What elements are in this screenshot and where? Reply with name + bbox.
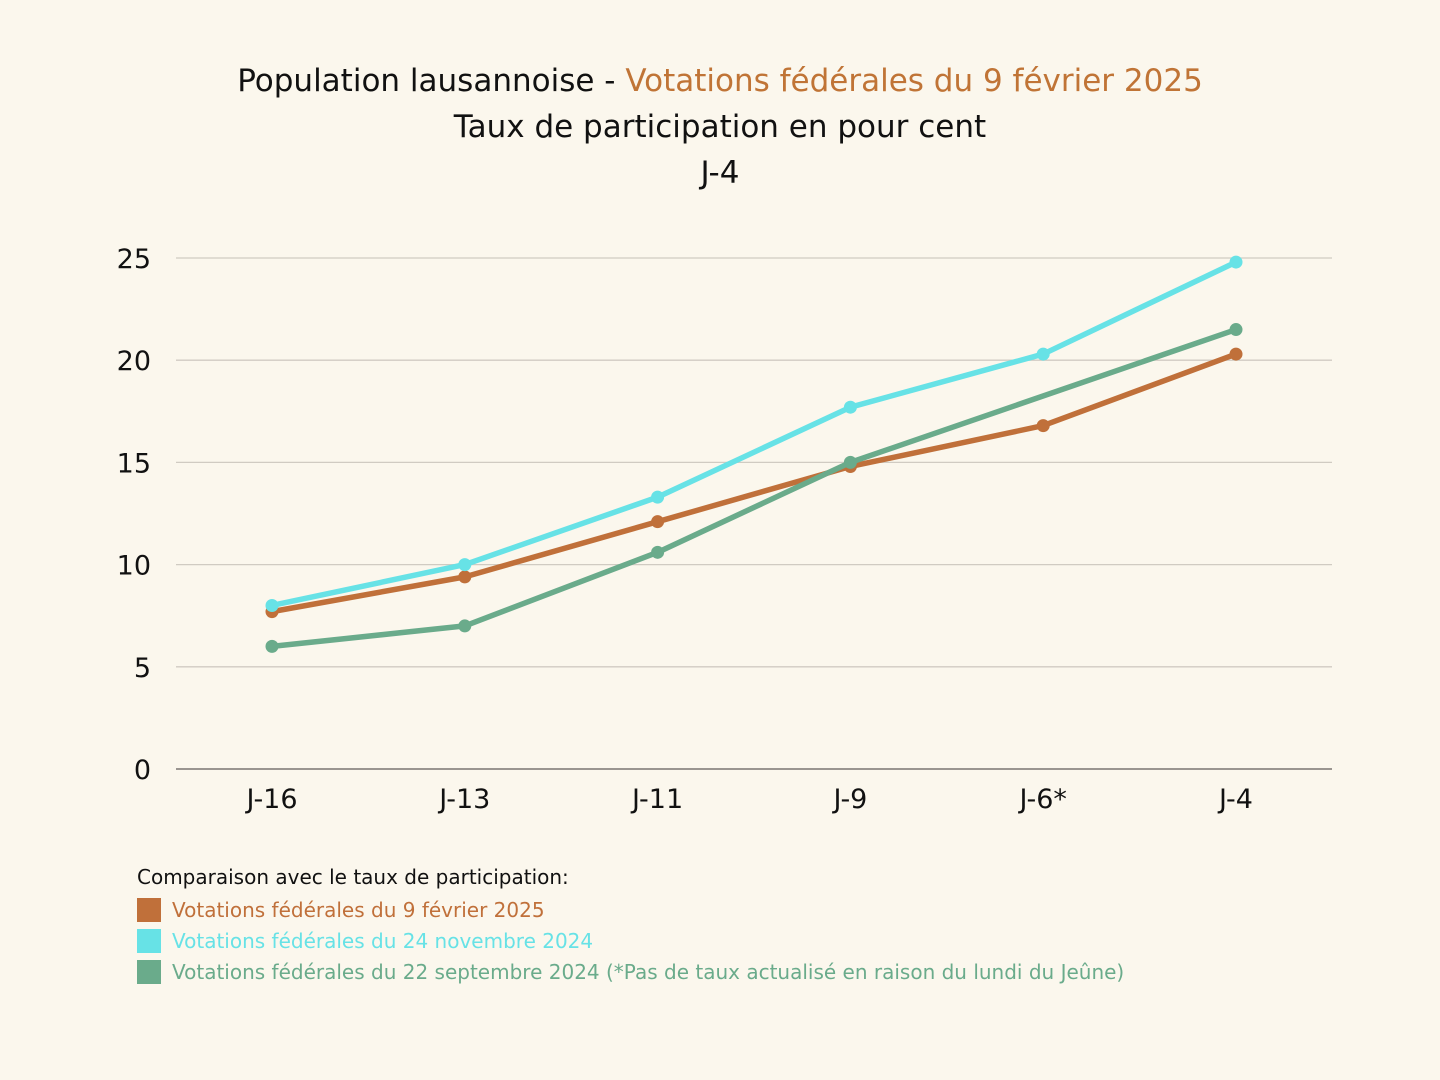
- chart-subtitle-day: J-4: [700, 155, 740, 191]
- series-2-point-2: [651, 545, 665, 559]
- y-tick-label-20: 20: [117, 346, 151, 377]
- series-1-point-5: [1229, 255, 1243, 269]
- legend-label-0: Votations fédérales du 9 février 2025: [172, 897, 545, 922]
- series-0-point-4: [1036, 419, 1050, 433]
- legend-label-1: Votations fédérales du 24 novembre 2024: [172, 928, 594, 953]
- x-tick-label-1: J-13: [437, 784, 490, 815]
- series-2-point-3: [843, 455, 857, 469]
- series-line-2: [269, 326, 1239, 650]
- y-tick-label-0: 0: [134, 755, 151, 786]
- series-1-point-1: [458, 558, 472, 572]
- series-2-point-1: [458, 619, 472, 633]
- chart-title-highlight: Votations fédérales du 9 février 2025: [625, 63, 1203, 99]
- series-1-point-2: [651, 490, 665, 504]
- y-tick-label-5: 5: [134, 653, 151, 684]
- legend: Comparaison avec le taux de participatio…: [137, 862, 1337, 987]
- y-tick-label-15: 15: [117, 448, 151, 479]
- series-0-point-2: [651, 515, 665, 529]
- x-tick-label-0: J-16: [244, 784, 297, 815]
- legend-heading: Comparaison avec le taux de participatio…: [137, 865, 569, 889]
- x-tick-label-4: J-6*: [1017, 784, 1066, 815]
- series-line-0: [269, 351, 1239, 615]
- series-1-point-4: [1036, 347, 1050, 361]
- series-line-1: [269, 259, 1239, 609]
- y-tick-label-25: 25: [117, 244, 151, 275]
- series-0-point-1: [458, 570, 472, 584]
- series-2-point-5: [1229, 323, 1243, 337]
- chart-subtitle: Taux de participation en pour cent: [453, 109, 987, 145]
- chart-titles: Population lausannoise - Votations fédér…: [0, 58, 1440, 196]
- series-0-point-5: [1229, 347, 1243, 361]
- y-tick-label-10: 10: [117, 551, 151, 582]
- legend-item-0: Votations fédérales du 9 février 2025: [137, 894, 1337, 925]
- x-tick-label-5: J-4: [1217, 784, 1253, 815]
- chart-title-prefix: Population lausannoise -: [237, 63, 626, 99]
- legend-items: Votations fédérales du 9 février 2025 Vot…: [137, 894, 1337, 987]
- legend-item-1: Votations fédérales du 24 novembre 2024: [137, 925, 1337, 956]
- series-2-point-0: [265, 639, 279, 653]
- legend-swatch-2: [137, 959, 161, 984]
- x-tick-label-3: J-9: [831, 784, 867, 815]
- legend-label-2: Votations fédérales du 22 septembre 2024…: [172, 959, 1125, 984]
- legend-item-2: Votations fédérales du 22 septembre 2024…: [137, 956, 1337, 987]
- legend-swatch-0: [137, 897, 161, 922]
- legend-swatch-1: [137, 928, 161, 953]
- x-tick-label-2: J-11: [630, 784, 683, 815]
- series-1-point-3: [843, 400, 857, 414]
- chart-title: Population lausannoise - Votations fédér…: [0, 58, 1440, 104]
- series-1-point-0: [265, 598, 279, 612]
